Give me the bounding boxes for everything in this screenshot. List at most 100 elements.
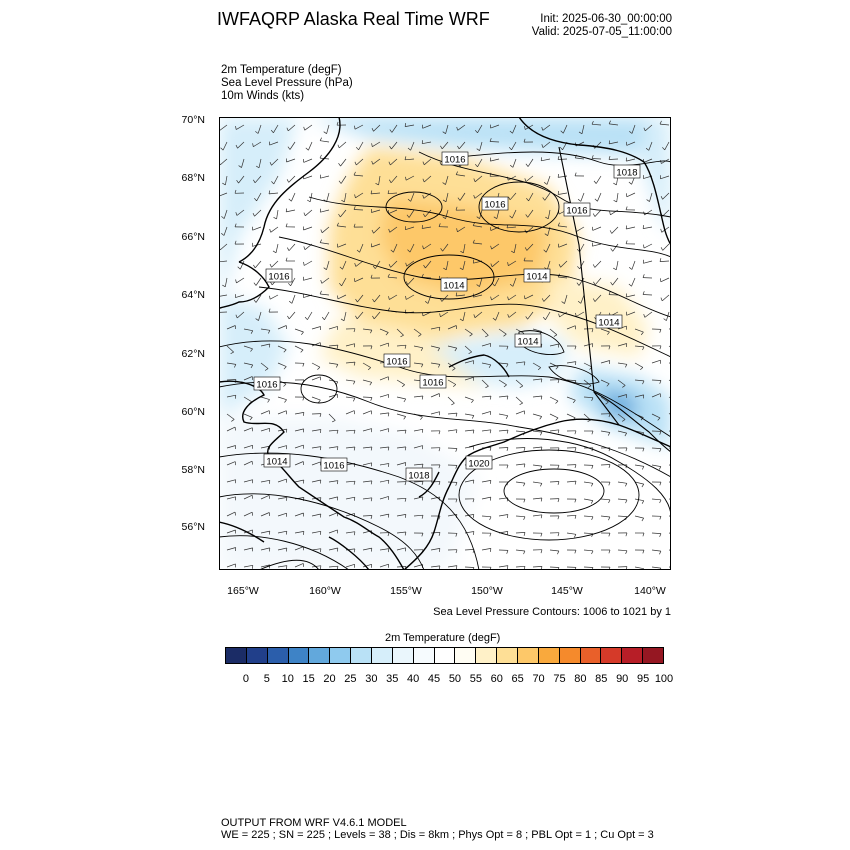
colorbar-swatch [392,648,414,663]
lon-label: 145°W [551,585,583,597]
lon-label: 155°W [390,585,422,597]
lon-label: 165°W [227,585,259,597]
field-winds: 10m Winds (kts) [221,90,305,102]
colorbar-swatch [455,648,477,663]
colorbar-title: 2m Temperature (degF) [385,632,501,644]
lon-label: 160°W [309,585,341,597]
lon-label: 140°W [634,585,666,597]
svg-text:1016: 1016 [444,155,465,166]
isobar-label: 1018 [613,164,641,179]
isobar-label: 1016 [563,202,591,217]
colorbar-swatch [476,648,498,663]
temperature-colorbar [225,647,664,664]
colorbar-tick-label: 35 [386,673,399,685]
temperature-shading [219,117,671,570]
colorbar-swatch [351,648,373,663]
map-frame [219,117,671,570]
colorbar-swatch [246,648,268,663]
isobar-label: 1014 [514,333,542,348]
border-line [558,146,620,426]
isobar-label: 1016 [441,151,469,166]
lat-label: 60°N [181,406,205,418]
svg-text:1018: 1018 [408,471,429,482]
svg-text:1018: 1018 [616,168,637,179]
svg-text:1014: 1014 [598,318,619,329]
valid-time: Valid: 2025-07-05_11:00:00 [531,26,672,38]
colorbar-swatch [518,648,539,663]
model-settings: WE = 225 ; SN = 225 ; Levels = 38 ; Dis … [221,829,654,841]
colorbar-swatch [434,648,456,663]
svg-text:1016: 1016 [268,272,289,283]
plot-title: IWFAQRP Alaska Real Time WRF [217,9,490,29]
colorbar-swatch [226,648,247,663]
colorbar-tick-label: 90 [616,673,629,685]
colorbar-swatch [330,648,352,663]
colorbar-swatch [267,648,289,663]
lat-label: 66°N [181,231,205,243]
forecast-map: 1016 1018 1016 1016 1016 1014 1014 1014 1014 1016… [219,117,671,570]
isobar-label: 1014 [523,268,551,283]
colorbar-tick-label: 65 [511,673,524,685]
init-time: Init: 2025-06-30_00:00:00 [540,13,672,25]
colorbar-tick-label: 80 [574,673,587,685]
colorbar-tick-label: 20 [323,673,336,685]
lat-label: 68°N [181,172,205,184]
pressure-isobars [219,151,671,570]
colorbar-swatch [309,648,331,663]
colorbar-swatch [372,648,393,663]
colorbar-tick-label: 85 [595,673,608,685]
colorbar-tick-label: 75 [553,673,566,685]
colorbar-tick-label: 60 [490,673,503,685]
colorbar-swatch [538,648,560,663]
colorbar-tick-label: 10 [281,673,294,685]
isobar-label: 1020 [465,455,493,470]
isobar-label: 1016 [320,457,348,472]
svg-text:1014: 1014 [517,337,538,348]
svg-text:1016: 1016 [323,461,344,472]
isobar-label: 1016 [481,196,509,211]
lat-label: 56°N [181,521,205,533]
colorbar-tick-label: 30 [365,673,378,685]
lat-label: 70°N [181,114,205,126]
model-footer: OUTPUT FROM WRF V4.6.1 MODEL WE = 225 ; … [221,817,654,841]
colorbar-tick-label: 5 [263,673,270,685]
isobar-label: 1016 [383,353,411,368]
colorbar-swatch [643,648,664,663]
colorbar-swatch [601,648,623,663]
isobar-label: 1016 [419,374,447,389]
svg-text:1016: 1016 [566,206,587,217]
lat-label: 64°N [181,289,205,301]
colorbar-tick-label: 100 [654,673,674,685]
lon-label: 150°W [471,585,503,597]
colorbar-swatch [288,648,310,663]
colorbar-swatch [580,648,602,663]
run-times: Init: 2025-06-30_00:00:00 Valid: 2025-07… [532,13,672,39]
model-name: OUTPUT FROM WRF V4.6.1 MODEL [221,817,407,829]
isobar-label: 1016 [265,268,293,283]
svg-text:1016: 1016 [484,200,505,211]
svg-text:1014: 1014 [526,272,547,283]
colorbar-swatch [559,648,581,663]
svg-text:1016: 1016 [386,357,407,368]
contour-note: Sea Level Pressure Contours: 1006 to 102… [433,606,671,618]
colorbar-tick-label: 55 [469,673,482,685]
svg-text:1016: 1016 [422,378,443,389]
svg-text:1020: 1020 [468,459,489,470]
colorbar-tick-label: 95 [636,673,650,685]
lat-label: 62°N [181,348,205,360]
svg-text:1014: 1014 [443,281,464,292]
colorbar-tick-label: 45 [427,673,441,685]
isobar-label: 1014 [440,277,468,292]
svg-text:1014: 1014 [266,457,287,468]
colorbar-swatch [497,648,519,663]
isobar-label: 1016 [253,376,281,391]
colorbar-tick-label: 25 [344,673,357,685]
field-pressure: Sea Level Pressure (hPa) [221,77,353,89]
svg-text:1016: 1016 [256,380,277,391]
field-temperature: 2m Temperature (degF) [221,64,342,76]
colorbar-tick-label: 40 [407,673,420,685]
isobar-label: 1014 [595,314,623,329]
colorbar-tick-label: 15 [302,673,315,685]
isobar-label: 1018 [405,467,433,482]
colorbar-tick-label: 0 [242,673,249,685]
